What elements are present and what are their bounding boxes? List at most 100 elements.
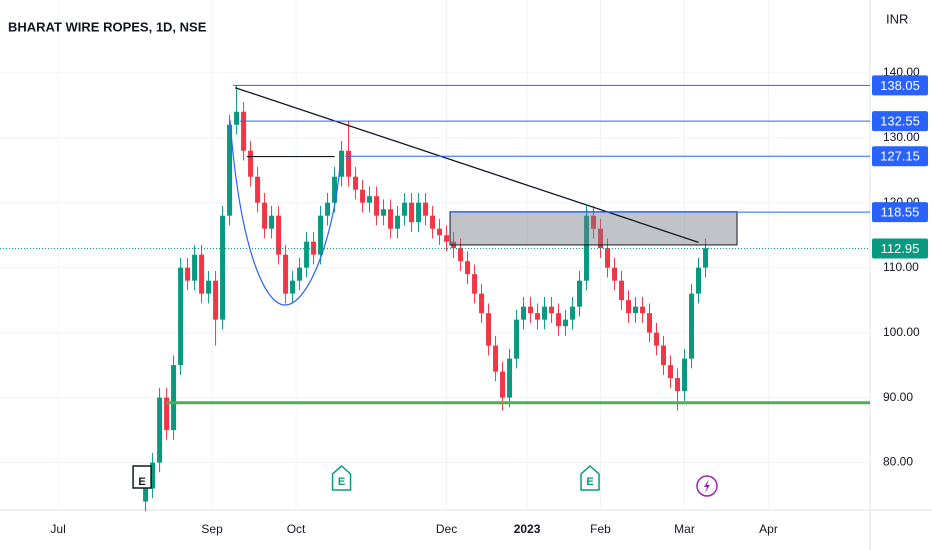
candle-body bbox=[612, 267, 618, 281]
candle-body bbox=[297, 267, 303, 281]
candle-body bbox=[647, 313, 653, 333]
candle-body bbox=[143, 488, 149, 502]
x-tick-label: 2023 bbox=[514, 522, 541, 536]
x-tick-label: Mar bbox=[674, 522, 695, 536]
dividend-icon bbox=[696, 475, 718, 497]
x-tick-label: Apr bbox=[759, 522, 778, 536]
candle-body bbox=[542, 306, 548, 320]
candle-body bbox=[346, 150, 352, 177]
candle-body bbox=[703, 248, 709, 268]
candle-body bbox=[535, 313, 541, 320]
level-label-box bbox=[872, 202, 928, 223]
y-tick-label: 110.00 bbox=[883, 260, 919, 274]
earnings-label: E bbox=[138, 476, 145, 488]
level-label-box bbox=[872, 146, 928, 167]
candle-body bbox=[682, 358, 688, 392]
candle-body bbox=[563, 319, 569, 327]
candle-body bbox=[696, 267, 702, 294]
candle-body bbox=[234, 111, 240, 125]
candle-body bbox=[192, 254, 198, 281]
candle-body bbox=[178, 267, 184, 366]
candle-body bbox=[185, 267, 191, 281]
earnings-label: E bbox=[586, 476, 593, 488]
candle-body bbox=[556, 313, 562, 327]
candle-body bbox=[654, 332, 660, 346]
candle-body bbox=[528, 306, 534, 314]
candle-body bbox=[339, 150, 345, 177]
last-price-label: 112.95 bbox=[881, 241, 920, 256]
candle-body bbox=[619, 280, 625, 301]
currency-label: INR bbox=[886, 11, 908, 26]
candle-body bbox=[598, 228, 604, 249]
candle-body bbox=[325, 202, 331, 216]
candle-body bbox=[668, 365, 674, 379]
candle-body bbox=[157, 397, 163, 463]
level-label: 138.05 bbox=[880, 78, 920, 93]
candle-body bbox=[514, 319, 520, 359]
candle-body bbox=[381, 209, 387, 216]
x-tick-label: Sep bbox=[201, 522, 223, 536]
candle-body bbox=[640, 306, 646, 314]
candle-body bbox=[367, 196, 373, 203]
earnings-label: E bbox=[338, 476, 345, 488]
candle-body bbox=[213, 280, 219, 320]
x-tick-label: Dec bbox=[436, 522, 457, 536]
candle-body bbox=[444, 235, 450, 242]
candle-body bbox=[164, 397, 170, 431]
overlay bbox=[0, 84, 870, 405]
candle-body bbox=[570, 306, 576, 320]
candle-body bbox=[332, 176, 338, 203]
candle-body bbox=[689, 293, 695, 359]
candle-body bbox=[465, 261, 471, 275]
candle-body bbox=[577, 280, 583, 307]
x-tick-label: Oct bbox=[287, 522, 306, 536]
candle-body bbox=[304, 241, 310, 268]
candle-body bbox=[353, 176, 359, 190]
candle-body bbox=[675, 378, 681, 392]
candle-body bbox=[262, 202, 268, 229]
candle-body bbox=[493, 345, 499, 372]
earnings-marker bbox=[331, 464, 352, 491]
candle-body bbox=[283, 254, 289, 294]
earnings-marker bbox=[580, 464, 600, 491]
y-tick-label: 80.00 bbox=[883, 455, 913, 469]
chart-title: BHARAT WIRE ROPES, 1D, NSE bbox=[8, 19, 207, 34]
candle-body bbox=[248, 150, 254, 177]
candle-body bbox=[206, 280, 212, 294]
y-tick-label: 90.00 bbox=[883, 390, 913, 404]
candle-body bbox=[549, 306, 555, 314]
trend-line bbox=[234, 87, 699, 243]
candle-body bbox=[591, 215, 597, 229]
candle-body bbox=[220, 215, 226, 320]
candle-body bbox=[374, 196, 380, 216]
candle-body bbox=[500, 371, 506, 398]
cup-curve bbox=[229, 119, 341, 306]
candle-body bbox=[479, 293, 485, 314]
candle-body bbox=[633, 306, 639, 314]
candle-body bbox=[360, 189, 366, 203]
candle-body bbox=[150, 462, 156, 489]
candle-body bbox=[241, 111, 247, 151]
candle-body bbox=[486, 313, 492, 346]
candle-body bbox=[311, 241, 317, 255]
plot bbox=[143, 85, 709, 512]
candle-body bbox=[437, 228, 443, 236]
candle-body bbox=[507, 358, 513, 398]
candle-body bbox=[395, 215, 401, 229]
level-label: 118.55 bbox=[881, 205, 920, 220]
level-label-box bbox=[872, 111, 928, 132]
candle-body bbox=[521, 306, 527, 320]
candle-body bbox=[388, 209, 394, 229]
candle-body bbox=[409, 202, 415, 223]
candle-body bbox=[584, 215, 590, 281]
earnings-marker bbox=[132, 465, 152, 489]
price-zone bbox=[449, 211, 738, 246]
level-label: 132.55 bbox=[880, 114, 920, 129]
candle-body bbox=[255, 176, 261, 203]
x-tick-label: Feb bbox=[590, 522, 611, 536]
x-tick-label: Jul bbox=[50, 522, 65, 536]
candle-body bbox=[402, 202, 408, 216]
level-label: 127.15 bbox=[880, 149, 920, 164]
candle-body bbox=[276, 215, 282, 255]
